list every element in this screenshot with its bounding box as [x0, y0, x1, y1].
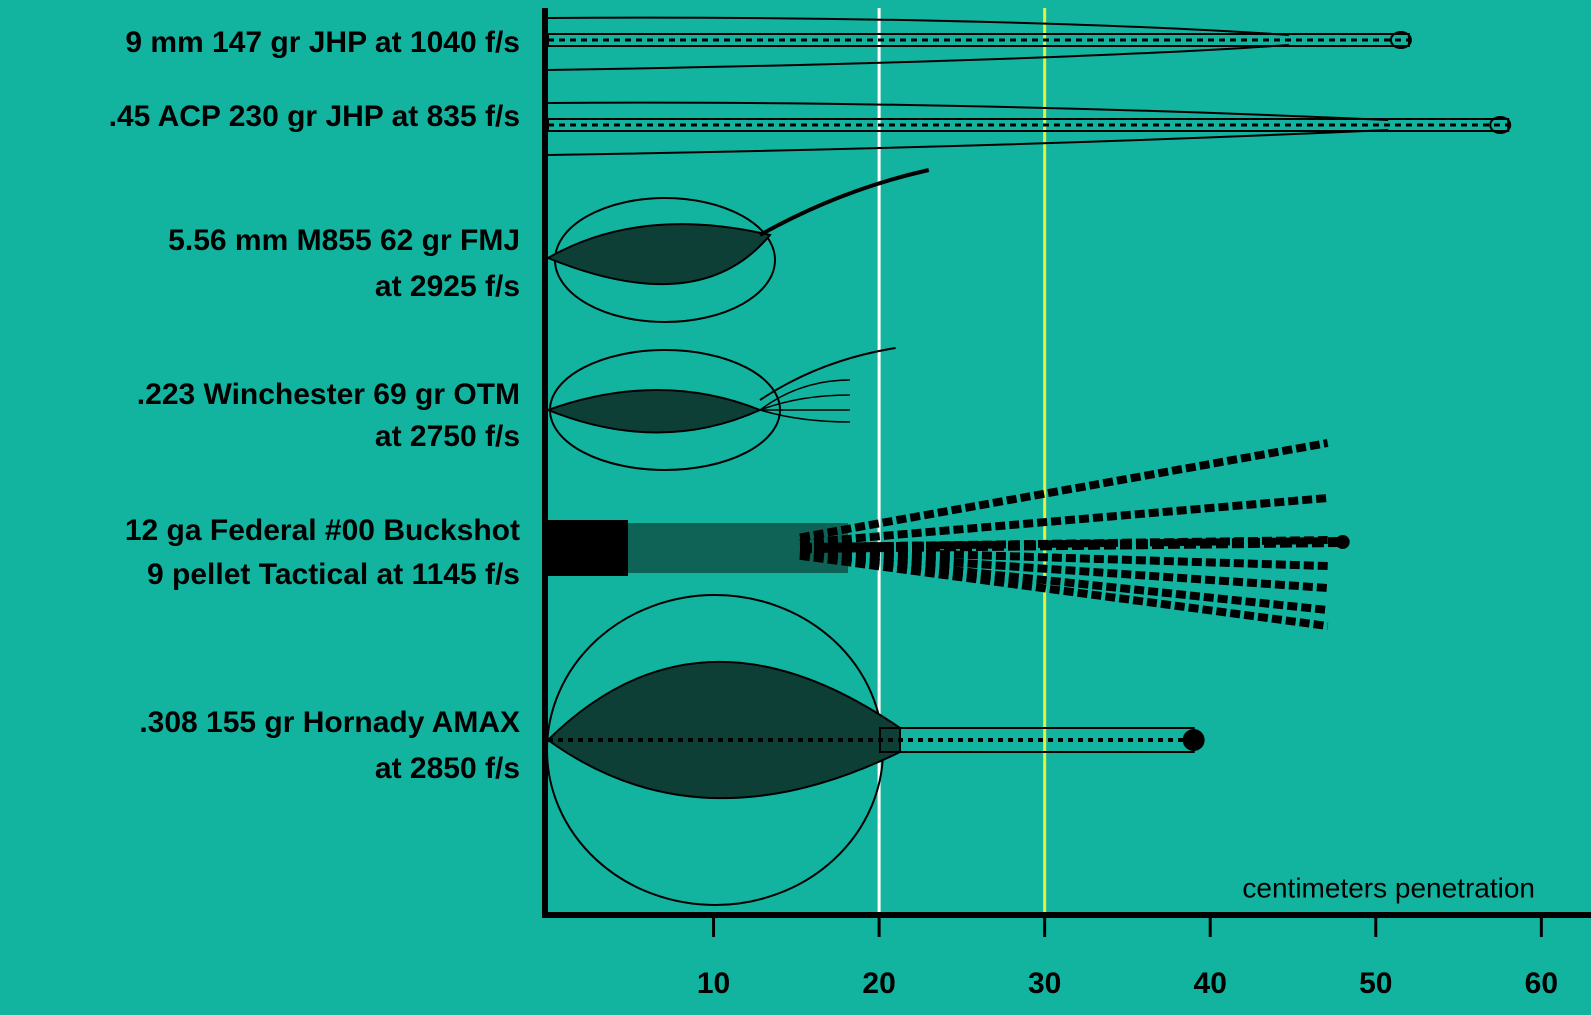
- x-tick-label: 40: [1194, 967, 1227, 1000]
- x-tick-label: 10: [697, 967, 730, 1000]
- x-tick-label: 30: [1028, 967, 1061, 1000]
- chart: centimeters penetration 10 20 30 40 50 60 9 mm…: [0, 0, 1591, 1015]
- row-label: at 2850 f/s: [375, 752, 520, 785]
- wad: [548, 520, 628, 576]
- background: [0, 0, 1591, 1015]
- x-tick-label: 20: [862, 967, 895, 1000]
- pellet: [1336, 535, 1350, 549]
- row-label: 9 mm 147 gr JHP at 1040 f/s: [125, 26, 520, 59]
- bullet: [1183, 729, 1205, 751]
- row-label: .223 Winchester 69 gr OTM: [137, 378, 520, 411]
- row-label: .308 155 gr Hornady AMAX: [139, 706, 520, 739]
- x-tick-label: 60: [1525, 967, 1558, 1000]
- row-label: 12 ga Federal #00 Buckshot: [125, 514, 520, 547]
- x-tick-label: 50: [1359, 967, 1392, 1000]
- page: centimeters penetration 10 20 30 40 50 60 9 mm…: [0, 0, 1591, 1015]
- row-label: at 2925 f/s: [375, 270, 520, 303]
- row-label: 9 pellet Tactical at 1145 f/s: [147, 558, 520, 591]
- row-label: 5.56 mm M855 62 gr FMJ: [168, 224, 520, 257]
- row-label: at 2750 f/s: [375, 420, 520, 453]
- row-label: .45 ACP 230 gr JHP at 835 f/s: [109, 100, 520, 133]
- x-axis-label: centimeters penetration: [1242, 872, 1535, 903]
